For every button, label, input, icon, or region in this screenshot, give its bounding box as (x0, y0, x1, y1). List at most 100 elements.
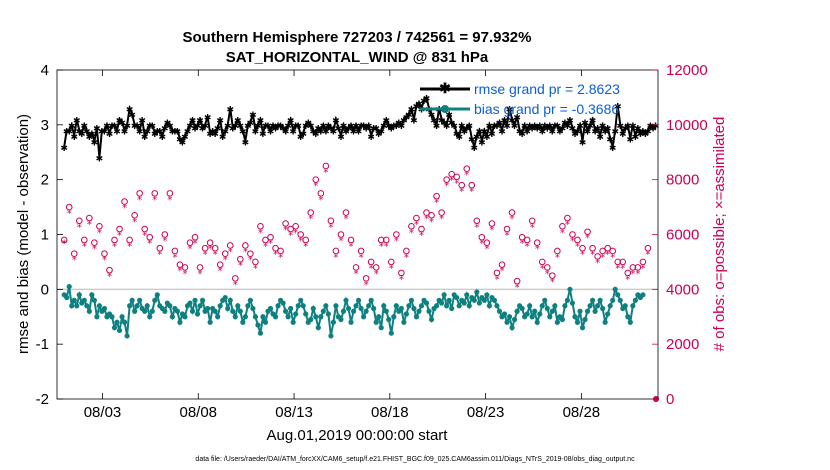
possible-count-marker (297, 231, 305, 238)
assimilated-count-marker: * (278, 252, 283, 263)
rmse-point: ✱ (498, 127, 506, 137)
bias-point (242, 314, 248, 320)
assimilated-count-marker: * (434, 198, 439, 209)
bias-point (615, 292, 621, 298)
assimilated-count-marker: * (117, 231, 122, 242)
assimilated-count-marker: * (293, 228, 298, 239)
assimilated-count-marker: * (610, 252, 615, 263)
left-y-axis-label: rmse and bias (model - observation) (15, 114, 32, 354)
bias-point (194, 311, 201, 317)
possible-count-marker (221, 250, 229, 257)
assimilated-count-marker: * (545, 269, 550, 280)
bias-point (559, 316, 565, 323)
bias-point (323, 303, 329, 309)
rmse-point: ✱ (214, 125, 222, 135)
bias-point (474, 289, 480, 295)
bias-point (597, 297, 603, 303)
rmse-point: ✱ (340, 122, 348, 132)
bias-point (66, 283, 72, 290)
legend: ✱ rmse grand pr = 2.8623 bias grand pr =… (420, 80, 620, 117)
possible-count-marker (342, 209, 350, 216)
bias-point (129, 297, 135, 303)
bias-point (572, 314, 578, 320)
rmse-point: ✱ (98, 127, 106, 137)
bias-point (169, 314, 175, 320)
assimilated-count-marker: * (489, 225, 494, 236)
bias-point (592, 308, 598, 314)
assimilated-count-marker: * (590, 250, 595, 261)
bias-point (471, 297, 477, 303)
possible-count-marker (418, 225, 425, 233)
rmse-point: ✱ (410, 116, 418, 126)
possible-count-marker (111, 236, 118, 244)
assimilated-count-marker: * (379, 241, 384, 252)
bias-point (230, 308, 236, 314)
bias-point (247, 297, 253, 303)
rmse-point: ✱ (204, 114, 212, 124)
bias-point (288, 305, 294, 312)
bias-point (192, 297, 198, 303)
x-axis-label: Aug.01,2019 00:00:00 start (267, 427, 449, 444)
assimilated-count-marker: * (82, 241, 87, 252)
assimilated-count-marker: * (203, 250, 208, 261)
assimilated-count-marker: * (525, 241, 530, 252)
rmse-point: ✱ (430, 116, 438, 126)
assimilated-count-marker: * (414, 220, 419, 231)
rmse-point: ✱ (644, 127, 652, 137)
assimilated-count-marker: * (87, 220, 92, 231)
rmse-point: ✱ (325, 122, 333, 132)
rmse-point: ✱ (277, 122, 285, 132)
possible-count-marker (226, 242, 234, 249)
bias-point (174, 308, 181, 314)
rmse-point: ✱ (357, 122, 365, 132)
x-tick-label: 08/13 (275, 404, 313, 421)
assimilated-count-marker: * (449, 176, 454, 187)
bias-point (295, 303, 301, 309)
bias-point (94, 314, 100, 320)
bias-point (262, 319, 269, 325)
rmse-point: ✱ (576, 122, 584, 132)
rmse-point: ✱ (201, 122, 209, 132)
possible-count-marker (161, 231, 169, 238)
assimilated-count-marker: * (223, 255, 228, 266)
assimilated-count-marker: * (354, 269, 359, 280)
left-y-axis: -2 -1 0 1 2 3 4 (36, 62, 63, 408)
rmse-point: ✱ (287, 116, 295, 126)
bias-point (167, 303, 173, 309)
bias-point (255, 322, 261, 328)
rmse-point: ✱ (624, 122, 632, 132)
rmse-point: ✱ (103, 122, 111, 132)
assimilated-count-marker: * (535, 244, 540, 255)
rmse-point: ✱ (382, 116, 390, 126)
possible-count-marker (247, 250, 254, 257)
bias-point (627, 319, 633, 325)
bias-point (589, 297, 596, 303)
rmse-point: ✱ (159, 133, 167, 143)
possible-count-marker (403, 247, 410, 255)
possible-count-marker (146, 233, 154, 241)
rmse-point: ✱ (647, 122, 655, 132)
right-y-tick-label: 12000 (666, 62, 708, 79)
x-tick-label: 08/08 (179, 404, 217, 421)
rmse-point: ✱ (508, 116, 516, 126)
rmse-point: ✱ (571, 130, 579, 140)
rmse-point: ✱ (476, 127, 484, 137)
assimilated-count-marker: * (474, 222, 479, 233)
bias-point (313, 314, 319, 320)
rmse-point: ✱ (304, 119, 312, 129)
assimilated-count-marker: * (499, 266, 504, 277)
rmse-point: ✱ (154, 127, 162, 137)
bias-point (315, 325, 321, 331)
rmse-point: ✱ (549, 127, 557, 137)
rmse-point: ✱ (101, 127, 109, 137)
assimilated-count-marker: * (213, 250, 218, 261)
bias-point (132, 308, 138, 314)
rmse-point: ✱ (390, 122, 398, 132)
rmse-point: ✱ (400, 116, 408, 126)
bias-point (225, 305, 231, 312)
rmse-point: ✱ (445, 111, 453, 121)
bias-point (569, 300, 576, 306)
possible-count-marker (106, 266, 113, 274)
rmse-point: ✱ (408, 105, 416, 115)
